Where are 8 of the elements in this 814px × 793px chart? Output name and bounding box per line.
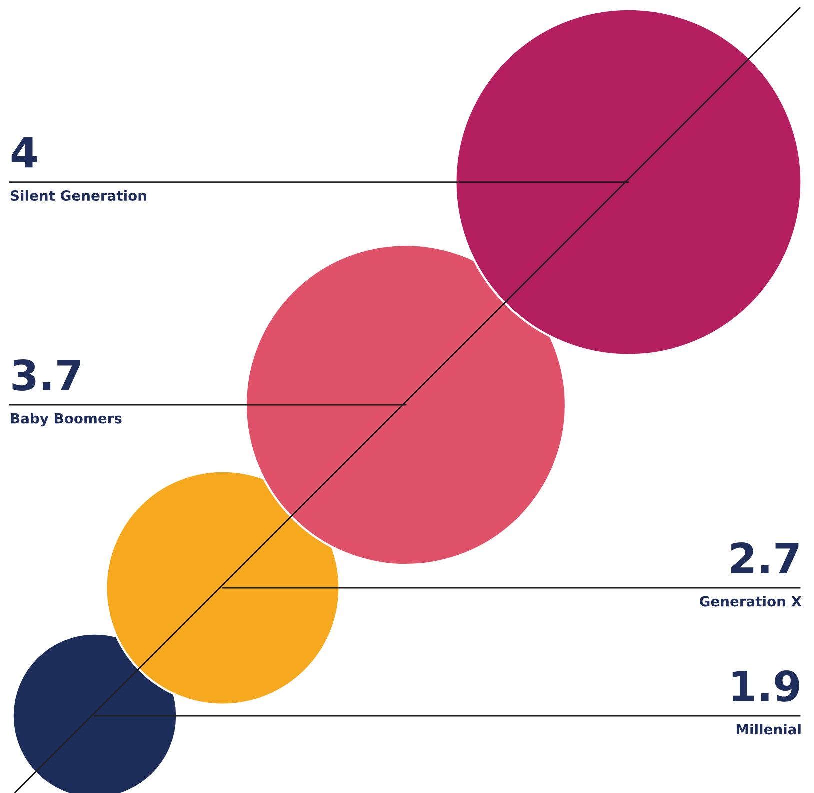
- category-label: Generation X: [700, 596, 802, 607]
- data-label: 1.9: [732, 670, 800, 702]
- data-label: 2.7: [731, 542, 799, 574]
- data-label: 3.7: [12, 359, 80, 391]
- data-label: 4: [12, 137, 38, 168]
- category-label: Millenial: [736, 724, 801, 735]
- category-label: Silent Generation: [10, 190, 146, 202]
- category-label: Baby Boomers: [11, 413, 122, 427]
